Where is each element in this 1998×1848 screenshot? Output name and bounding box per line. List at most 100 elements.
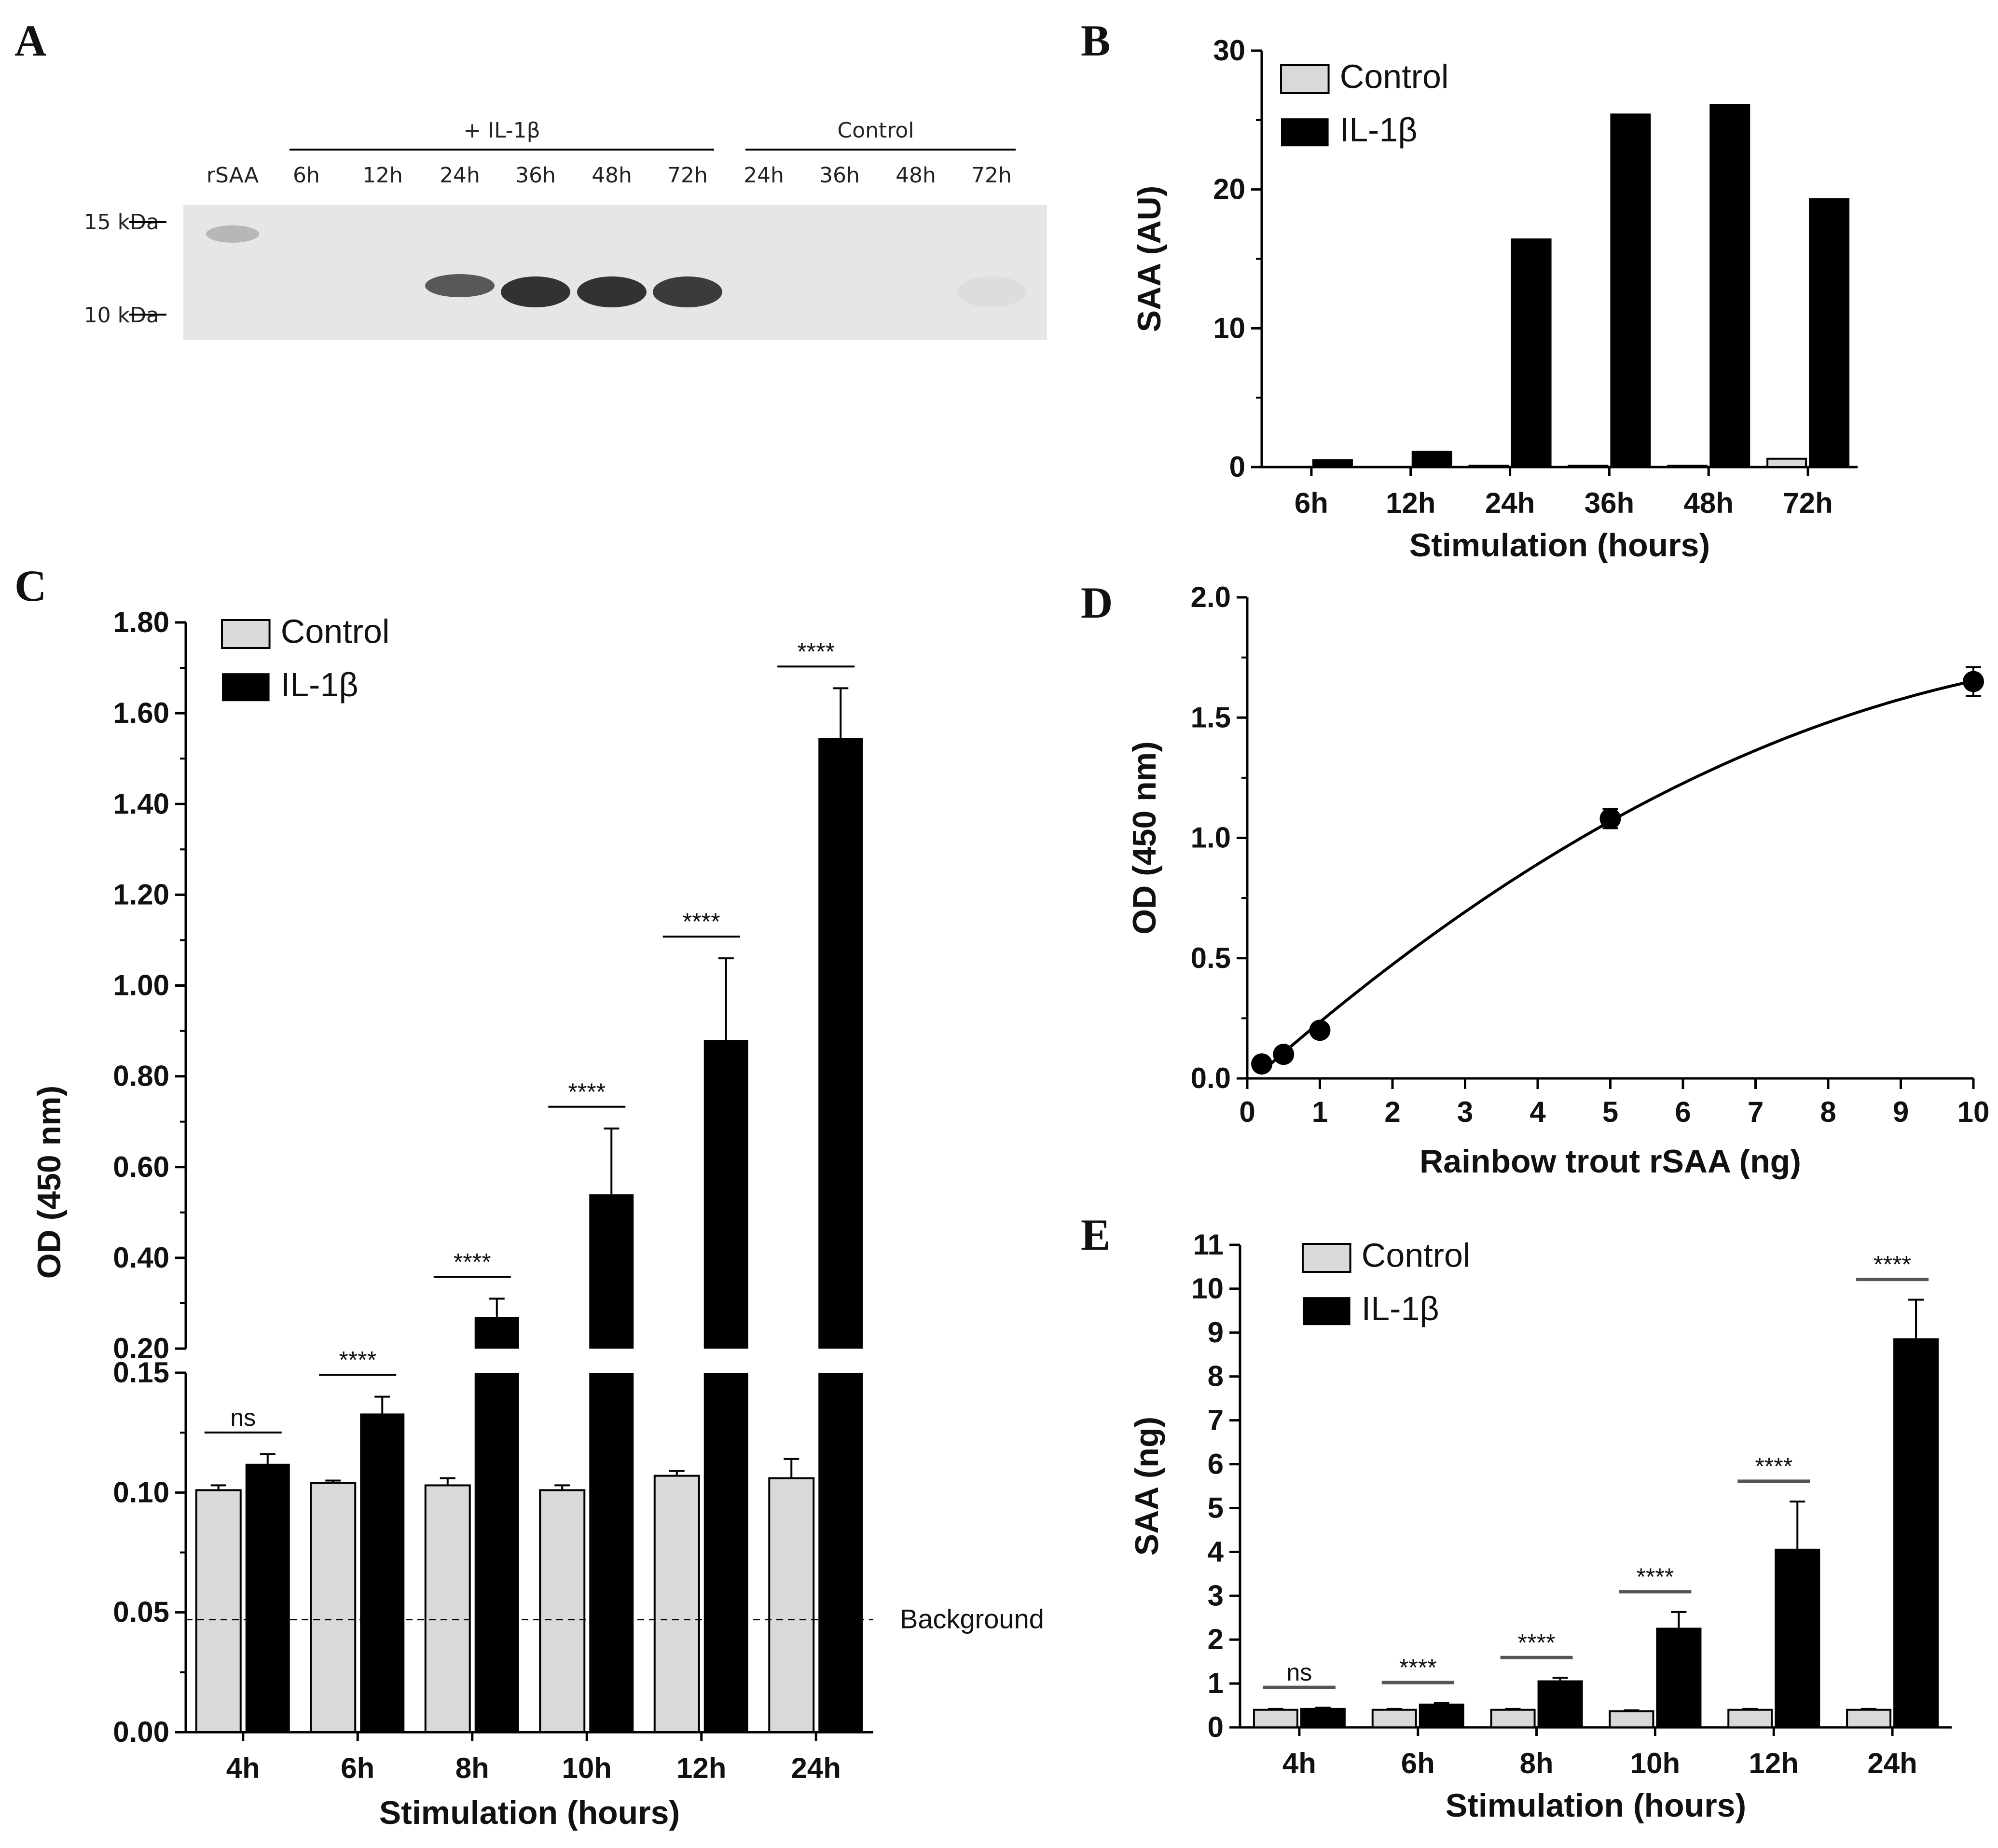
c-sig-label: **** (797, 638, 835, 665)
d-y-tick-label: 1.5 (1191, 701, 1231, 733)
b-legend-swatch-il1b (1281, 118, 1329, 147)
e-bar-control (1371, 1709, 1417, 1729)
c-bar-il1b (360, 1413, 405, 1732)
c-x-axis-title: Stimulation (hours) (379, 1794, 680, 1831)
blot-band (957, 276, 1026, 307)
c-bar-il1b-lower (474, 1373, 519, 1732)
e-sig-label: ns (1287, 1659, 1312, 1686)
c-legend-swatch-control (221, 619, 271, 649)
e-y-tick-label: 4 (1208, 1535, 1224, 1568)
blot-lane-label: 72h (667, 163, 708, 188)
e-y-tick-label: 11 (1193, 1228, 1224, 1261)
e-y-tick-label: 6 (1208, 1448, 1224, 1480)
e-sig-label: **** (1399, 1654, 1437, 1681)
b-bar-il1b (1312, 459, 1353, 468)
c-x-tick-label: 24h (791, 1752, 841, 1784)
b-bar-control (1667, 465, 1708, 469)
c-bar-control (424, 1484, 471, 1734)
blot-lane-label: 72h (971, 163, 1012, 188)
c-x-tick-label: 4h (226, 1752, 260, 1784)
blot-band (653, 276, 722, 307)
blot-band (577, 276, 647, 307)
b-y-tick-label: 10 (1213, 312, 1245, 344)
blot-lane-label: 12h (362, 163, 403, 188)
d-x-tick-label: 4 (1530, 1096, 1546, 1128)
c-x-tick-label: 12h (676, 1752, 726, 1784)
panel-letter-d: D (1081, 578, 1113, 627)
b-y-tick-label: 20 (1213, 173, 1245, 206)
c-y-tick-label: 0.40 (113, 1241, 169, 1274)
c-bar-il1b-lower (818, 1373, 863, 1732)
c-y-tick-label: 0.00 (113, 1716, 169, 1748)
e-legend-swatch-control (1302, 1243, 1351, 1273)
e-bar-control (1727, 1709, 1773, 1729)
c-bar-control (768, 1477, 815, 1734)
c-y-tick-label: 1.20 (113, 878, 169, 910)
b-bar-il1b (1411, 451, 1452, 469)
d-data-point (1273, 1044, 1295, 1065)
c-y-tick-label: 1.40 (113, 787, 169, 820)
c-bar-control (653, 1475, 700, 1733)
b-bar-control (1766, 457, 1807, 468)
blot-band (206, 225, 259, 243)
e-y-tick-label: 8 (1208, 1360, 1224, 1393)
blot-lane-label: 48h (592, 163, 632, 188)
b-legend-label-control: Control (1340, 58, 1449, 96)
e-x-tick-label: 6h (1401, 1747, 1435, 1779)
d-y-tick-label: 2.0 (1191, 581, 1231, 613)
b-x-tick-label: 6h (1295, 487, 1328, 519)
b-x-tick-label: 72h (1783, 487, 1833, 519)
b-x-tick-label: 12h (1386, 487, 1435, 519)
d-y-tick-label: 1.0 (1191, 822, 1231, 854)
c-y-tick-label: 0.20 (113, 1332, 169, 1365)
c-y-tick-label: 1.00 (113, 969, 169, 1002)
e-legend-swatch-il1b (1303, 1297, 1350, 1325)
b-x-tick-label: 48h (1684, 487, 1734, 519)
e-x-tick-label: 4h (1282, 1747, 1316, 1779)
e-legend-label-il1b: IL-1β (1362, 1290, 1439, 1327)
d-data-point (1309, 1020, 1331, 1041)
e-legend-label-control: Control (1362, 1237, 1471, 1274)
b-y-axis-title: SAA (AU) (1131, 186, 1168, 332)
blot-lane-label: 36h (515, 163, 556, 188)
c-bar-il1b-lower (703, 1373, 748, 1732)
blot-band (501, 276, 570, 307)
c-bar-il1b-upper (703, 1040, 748, 1349)
c-y-tick-label: 0.05 (113, 1596, 169, 1628)
panel-letter-c: C (14, 561, 46, 610)
panel-letter-a: A (14, 16, 46, 65)
e-sig-label: **** (1636, 1563, 1674, 1590)
d-x-tick-label: 5 (1602, 1096, 1618, 1128)
b-x-tick-label: 24h (1485, 487, 1535, 519)
b-bar-il1b (1610, 113, 1651, 468)
blot-lane-label: 24h (744, 163, 784, 188)
c-legend-label-control: Control (281, 613, 390, 650)
b-x-tick-label: 36h (1585, 487, 1634, 519)
d-y-tick-label: 0.5 (1191, 942, 1231, 974)
e-sig-label: **** (1755, 1453, 1792, 1480)
b-bar-il1b (1809, 198, 1850, 468)
e-sig-label: **** (1518, 1629, 1556, 1656)
e-bar-control (1846, 1709, 1892, 1729)
d-x-tick-label: 2 (1384, 1096, 1400, 1128)
e-y-tick-label: 5 (1208, 1491, 1224, 1524)
e-y-tick-label: 0 (1208, 1711, 1224, 1743)
c-sig-label: **** (454, 1249, 491, 1276)
e-bar-il1b (1775, 1548, 1820, 1728)
blot-group-label-il1b: + IL-1β (463, 118, 540, 143)
d-x-tick-label: 8 (1820, 1096, 1836, 1128)
c-legend-label-il1b: IL-1β (281, 666, 358, 703)
c-sig-label: ns (230, 1404, 256, 1431)
e-bar-il1b (1656, 1627, 1702, 1729)
c-bar-il1b (245, 1463, 290, 1732)
d-data-point (1963, 671, 1984, 692)
c-y-tick-label: 0.60 (113, 1151, 169, 1183)
c-y-axis-title: OD (450 nm) (31, 1086, 68, 1279)
c-legend-swatch-il1b (222, 673, 270, 702)
b-legend-swatch-control (1280, 64, 1330, 94)
e-y-tick-label: 2 (1208, 1623, 1224, 1655)
e-x-tick-label: 10h (1630, 1747, 1680, 1779)
e-y-tick-label: 10 (1191, 1272, 1224, 1305)
e-x-tick-label: 8h (1520, 1747, 1554, 1779)
